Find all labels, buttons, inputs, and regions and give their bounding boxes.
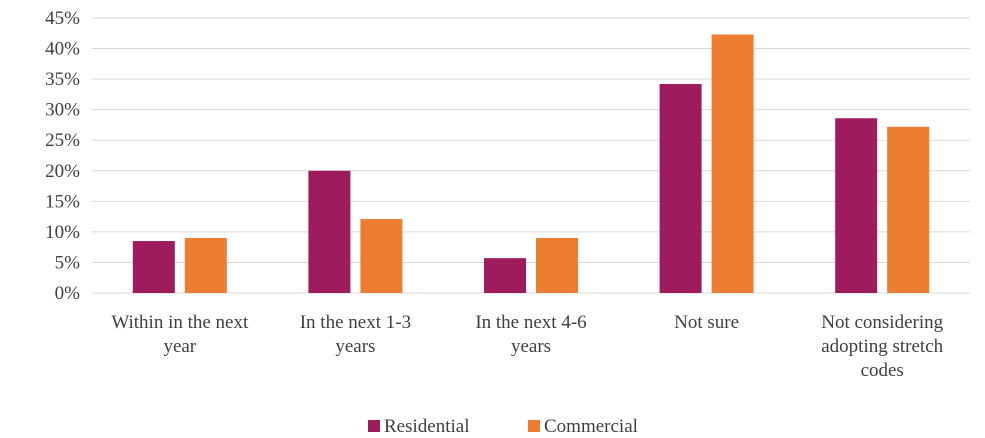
legend-label-commercial: Commercial — [544, 416, 638, 437]
bar-residential — [484, 258, 526, 293]
y-tick-label: 15% — [45, 191, 80, 212]
x-axis-category-labels: Within in the next year In the next 1-3 yea… — [111, 312, 943, 381]
bar-commercial — [711, 34, 754, 293]
y-tick-label: 35% — [45, 69, 80, 90]
bar-residential — [835, 118, 878, 293]
y-tick-label: 10% — [45, 222, 80, 243]
bar-residential — [659, 84, 702, 293]
x-category-label: In the next 4-6 years — [475, 312, 586, 357]
x-category-label: Not sure — [674, 312, 739, 333]
bar-commercial — [887, 126, 930, 294]
bar-residential — [308, 170, 351, 293]
legend-swatch-commercial — [528, 420, 540, 432]
gridlines — [92, 17, 970, 294]
bar-commercial — [536, 238, 578, 293]
legend-swatch-residential — [368, 420, 380, 432]
y-tick-label: 45% — [45, 8, 80, 29]
legend: Residential Commercial — [368, 416, 638, 437]
x-category-label: Not considering adopting stretch codes — [821, 312, 943, 381]
y-tick-label: 5% — [55, 252, 81, 273]
legend-label-residential: Residential — [384, 416, 469, 437]
x-category-label: Within in the next year — [111, 312, 249, 357]
bar-residential — [132, 241, 175, 293]
x-category-label: In the next 1-3 years — [300, 312, 411, 357]
y-tick-label: 0% — [55, 283, 81, 304]
bar-commercial — [184, 238, 227, 293]
y-tick-label: 20% — [45, 161, 80, 182]
y-axis-tick-labels: 0% 5% 10% 15% 20% 25% 30% 35% 40% 45% — [45, 8, 80, 304]
y-tick-label: 40% — [45, 39, 80, 60]
bar-commercial — [360, 219, 403, 293]
y-tick-label: 25% — [45, 130, 80, 151]
bars — [132, 34, 930, 294]
y-tick-label: 30% — [45, 100, 80, 121]
